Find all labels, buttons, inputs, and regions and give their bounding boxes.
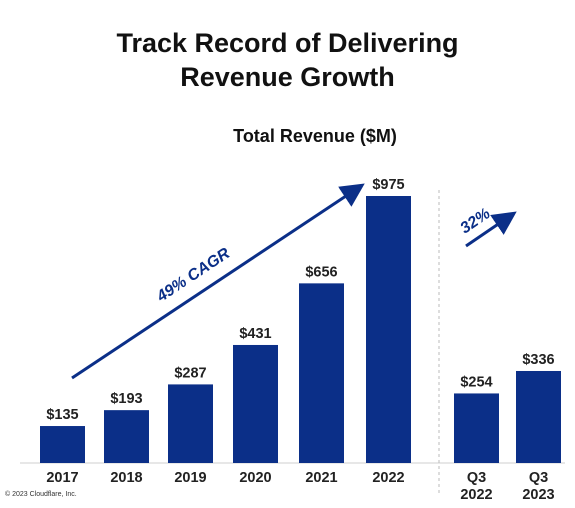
bar-annual-4 (299, 283, 344, 463)
x-tick-label-annual-3: 2020 (239, 470, 271, 486)
x-tick-label-annual-1: 2018 (110, 470, 142, 486)
value-label-annual-2: $287 (174, 365, 206, 381)
chart-title: Track Record of Delivering Revenue Growt… (0, 26, 575, 94)
value-label-annual-0: $135 (46, 407, 78, 423)
bar-annual-3 (233, 344, 278, 463)
x-tick-label-annual-0: 2017 (46, 470, 78, 486)
bar-annual-2 (168, 384, 213, 463)
yoy-arrow (465, 211, 517, 248)
x-tick-label-annual-2: 2019 (174, 470, 206, 486)
value-label-annual-4: $656 (305, 264, 337, 280)
value-label-quarterly-1: $336 (522, 352, 554, 368)
title-line-2: Revenue Growth (180, 62, 395, 92)
cagr-arrow (71, 183, 365, 380)
x-tick-label-quarterly-1-line1: Q3 (529, 470, 548, 486)
x-tick-label-annual-4: 2021 (305, 470, 337, 486)
x-tick-label-quarterly-1-line2: 2023 (522, 487, 554, 503)
bar-annual-0 (40, 426, 85, 463)
value-label-annual-1: $193 (110, 391, 142, 407)
chart-subtitle: Total Revenue ($M) (233, 126, 397, 146)
x-tick-label-quarterly-0-line1: Q3 (467, 470, 486, 486)
value-label-quarterly-0: $254 (460, 374, 492, 390)
value-label-annual-5: $975 (372, 177, 404, 193)
value-label-annual-3: $431 (239, 326, 271, 342)
bar-quarterly-1 (516, 370, 561, 463)
bar-annual-1 (104, 410, 149, 463)
copyright-notice: © 2023 Cloudflare, Inc. (5, 491, 77, 498)
bar-annual-5 (366, 196, 411, 463)
title-line-1: Track Record of Delivering (116, 28, 459, 58)
x-tick-label-annual-5: 2022 (372, 470, 404, 486)
x-tick-label-quarterly-0-line2: 2022 (460, 487, 492, 503)
bar-quarterly-0 (454, 393, 499, 463)
